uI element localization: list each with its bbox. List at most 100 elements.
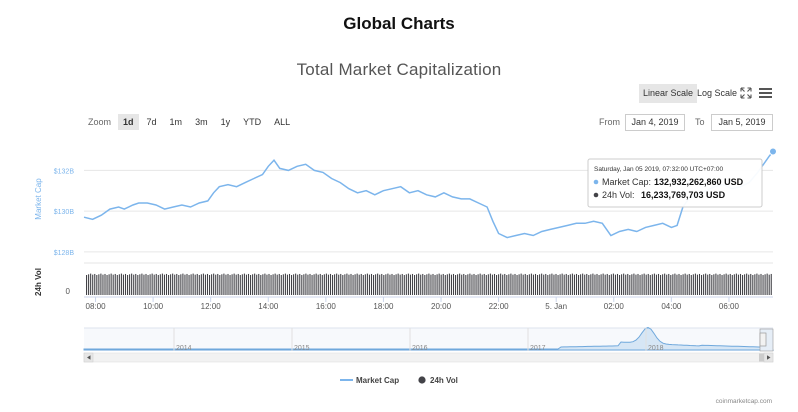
tooltip-market-cap-dot	[593, 179, 599, 185]
navigator-label-2: 2016	[412, 345, 428, 352]
page-title: Global Charts	[343, 14, 455, 33]
volume-bar	[543, 274, 545, 295]
zoom-3m-button[interactable]: 3m	[195, 117, 208, 127]
volume-bar	[243, 273, 245, 295]
zoom-7d-button[interactable]: 7d	[146, 117, 157, 127]
volume-bar	[151, 273, 153, 295]
hamburger-menu-icon[interactable]	[759, 87, 772, 99]
volume-bar	[305, 273, 307, 295]
legend-label-market-cap: Market Cap	[356, 376, 399, 385]
volume-bar	[194, 274, 196, 295]
volume-bar	[182, 273, 184, 295]
volume-bar	[508, 274, 510, 295]
volume-bar	[455, 275, 457, 295]
volume-bar	[676, 274, 678, 295]
x-tick-label-4: 16:00	[316, 302, 337, 311]
x-tick-label-0: 08:00	[86, 302, 107, 311]
volume-bar	[354, 274, 356, 295]
volume-bar	[633, 273, 635, 295]
zoom-1y-button[interactable]: 1y	[220, 117, 231, 127]
expand-arrows-icon[interactable]	[740, 87, 752, 99]
volume-bar	[555, 273, 557, 295]
zoom-1d-button[interactable]: 1d	[118, 114, 139, 130]
volume-bar	[549, 274, 551, 295]
volume-bar	[606, 273, 608, 295]
volume-bar	[129, 274, 131, 295]
legend-label-24h-vol: 24h Vol	[430, 376, 458, 385]
x-tick-label-2: 12:00	[201, 302, 222, 311]
volume-bar	[742, 275, 744, 295]
volume-bar	[217, 273, 219, 295]
linear-scale-button[interactable]: Linear Scale	[639, 84, 698, 103]
volume-bar	[338, 274, 340, 295]
volume-bar	[768, 274, 770, 295]
zoom-all-button[interactable]: ALL	[274, 117, 291, 127]
volume-bar	[383, 275, 385, 295]
navigator-scrollbar[interactable]	[83, 352, 774, 363]
volume-bar	[584, 274, 586, 295]
volume-bar	[198, 275, 200, 295]
volume-bar	[362, 275, 364, 295]
volume-bar	[469, 273, 471, 295]
volume-bar	[520, 273, 522, 295]
volume-bar	[385, 274, 387, 295]
to-date-input[interactable]: Jan 5, 2019	[711, 114, 773, 131]
volume-bar	[237, 273, 239, 295]
navigator[interactable]: 2014 2015 2016 2017 2018	[83, 326, 774, 352]
volume-bar	[547, 275, 549, 295]
from-date-input[interactable]: Jan 4, 2019	[625, 114, 685, 131]
volume-bar	[309, 273, 311, 295]
legend-item-market-cap[interactable]: Market Cap	[340, 376, 399, 385]
log-scale-button[interactable]: Log Scale	[697, 88, 738, 98]
volume-bar	[436, 274, 438, 295]
volume-bar	[90, 273, 92, 295]
volume-bar	[510, 273, 512, 295]
volume-bar	[575, 273, 578, 295]
volume-bar	[407, 273, 409, 295]
volume-bar	[106, 275, 108, 295]
navigator-series	[83, 326, 774, 351]
x-tick-label-7: 22:00	[489, 302, 510, 311]
navigator-label-4: 2018	[648, 345, 664, 352]
volume-bar	[461, 274, 463, 295]
volume-bar	[448, 273, 450, 295]
volume-bar	[600, 274, 602, 295]
tooltip-timestamp: Saturday, Jan 05 2019, 07:32:00 UTC+07:0…	[594, 166, 723, 173]
volume-bar	[616, 273, 619, 295]
x-tick-label-6: 20:00	[431, 302, 452, 311]
volume-bar	[225, 274, 227, 295]
scrollbar-thumb	[759, 353, 764, 362]
volume-bar	[227, 273, 229, 295]
volume-bar	[500, 273, 502, 295]
credit-link[interactable]: coinmarketcap.com	[716, 398, 772, 405]
volume-bar	[245, 274, 247, 295]
volume-bar	[688, 273, 690, 295]
volume-bar	[323, 274, 325, 295]
volume-bar	[102, 274, 104, 295]
volume-bar	[284, 273, 286, 295]
volume-bar	[727, 274, 729, 295]
volume-bar	[157, 275, 159, 295]
volume-bar	[192, 273, 194, 295]
volume-bar	[229, 275, 231, 295]
zoom-ytd-button[interactable]: YTD	[243, 117, 262, 127]
navigator-label-1: 2015	[294, 345, 310, 352]
volume-bar	[401, 273, 403, 295]
volume-bar	[332, 275, 334, 295]
volume-bar	[188, 275, 190, 295]
volume-bar	[701, 275, 703, 295]
x-tick-label-3: 14:00	[258, 302, 279, 311]
zoom-1m-button[interactable]: 1m	[169, 117, 183, 127]
legend-item-24h-vol[interactable]: 24h Vol	[418, 376, 458, 385]
volume-bar	[321, 275, 323, 295]
volume-bar	[346, 273, 348, 295]
volume-bar	[709, 273, 711, 295]
navigator-handle	[759, 332, 767, 347]
volume-bar	[420, 274, 422, 295]
volume-bar	[395, 274, 397, 295]
volume-bar	[537, 275, 539, 295]
volume-bar	[623, 273, 625, 295]
volume-bar	[590, 274, 592, 295]
volume-bar	[506, 275, 508, 295]
volume-bar	[131, 273, 133, 295]
